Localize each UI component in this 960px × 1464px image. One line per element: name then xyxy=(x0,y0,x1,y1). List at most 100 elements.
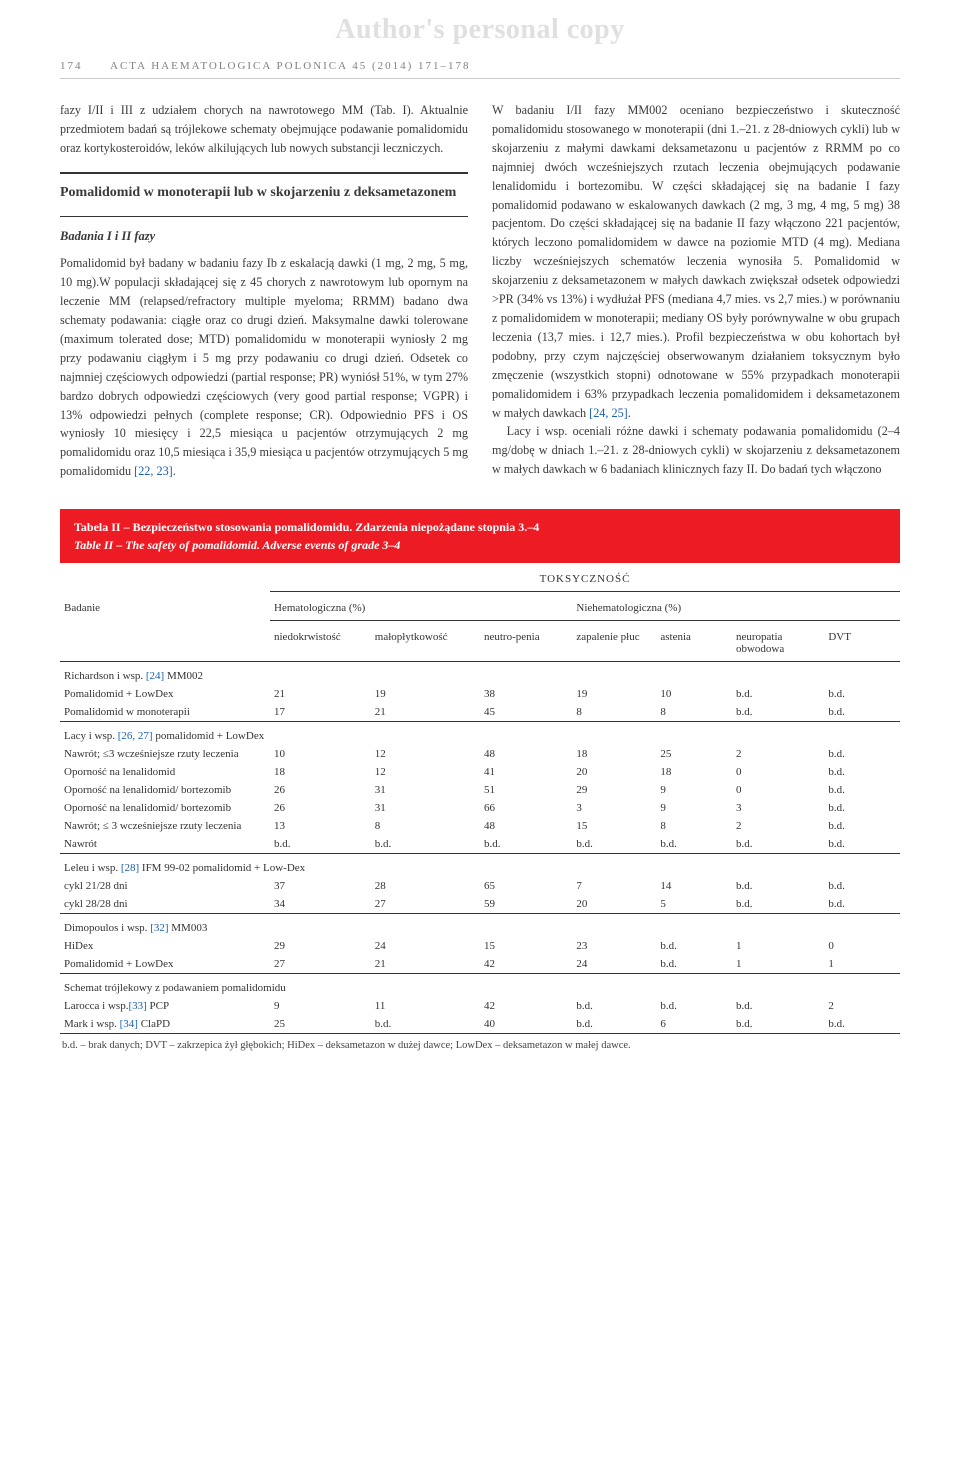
cell-value: b.d. xyxy=(732,1015,824,1033)
citation-ref[interactable]: [28] xyxy=(121,862,139,874)
citation-ref[interactable]: [26, 27] xyxy=(118,730,153,742)
row-label: Pomalidomid + LowDex xyxy=(60,955,270,974)
col-anemia: niedokrwistość xyxy=(270,621,371,662)
citation-ref[interactable]: [34] xyxy=(120,1018,138,1030)
citation-ref[interactable]: [32] xyxy=(150,922,168,934)
cell-value: 1 xyxy=(824,955,900,974)
citation-ref[interactable]: [24, 25] xyxy=(589,406,628,420)
section-title: Pomalidomid w monoterapii lub w skojarze… xyxy=(60,184,468,202)
cell-value: 9 xyxy=(656,781,732,799)
cell-value: 19 xyxy=(371,685,480,703)
cell-value: 31 xyxy=(371,799,480,817)
row-label: cykl 28/28 dni xyxy=(60,895,270,914)
cell-value: 1 xyxy=(732,955,824,974)
col-neutropenia: neutro-penia xyxy=(480,621,572,662)
table-row: Pomalidomid + LowDex2119381910b.d.b.d. xyxy=(60,685,900,703)
table-row: Oporność na lenalidomid/ bortezomib26315… xyxy=(60,781,900,799)
cell-value: 10 xyxy=(656,685,732,703)
cell-value: 27 xyxy=(371,895,480,914)
cell-value: b.d. xyxy=(824,763,900,781)
study-group-label: Leleu i wsp. [28] IFM 99-02 pomalidomid … xyxy=(60,854,900,877)
cell-value: 65 xyxy=(480,877,572,895)
cell-value: 1 xyxy=(732,937,824,955)
body-text: Pomalidomid był badany w badaniu fazy Ib… xyxy=(60,256,468,478)
table-row: Mark i wsp. [34] ClaPD25b.d.40b.d.6b.d.b… xyxy=(60,1015,900,1033)
cell-value: 8 xyxy=(572,703,656,722)
table-row: cykl 21/28 dni372865714b.d.b.d. xyxy=(60,877,900,895)
cell-value: b.d. xyxy=(572,835,656,854)
cell-value: b.d. xyxy=(824,817,900,835)
table-row: Pomalidomid + LowDex27214224b.d.11 xyxy=(60,955,900,974)
cell-value: 11 xyxy=(371,997,480,1015)
row-label: HiDex xyxy=(60,937,270,955)
cell-value: 15 xyxy=(480,937,572,955)
page-number: 174 xyxy=(60,60,110,72)
cell-value: 8 xyxy=(656,703,732,722)
table-title-bar: Tabela II – Bezpieczeństwo stosowania po… xyxy=(60,509,900,563)
citation-ref[interactable]: [24] xyxy=(146,670,164,682)
cell-value: b.d. xyxy=(656,835,732,854)
cell-value: 27 xyxy=(270,955,371,974)
subheading: Badania I i II fazy xyxy=(60,227,468,246)
cell-value: 26 xyxy=(270,799,371,817)
cell-value: 38 xyxy=(480,685,572,703)
row-label: Pomalidomid w monoterapii xyxy=(60,703,270,722)
table-row: Nawrót; ≤ 3 wcześniejsze rzuty leczenia1… xyxy=(60,817,900,835)
cell-value: 40 xyxy=(480,1015,572,1033)
cell-value: 59 xyxy=(480,895,572,914)
cell-value: 8 xyxy=(371,817,480,835)
body-text: . xyxy=(628,406,631,420)
cell-value: 19 xyxy=(572,685,656,703)
cell-value: b.d. xyxy=(732,685,824,703)
citation-ref[interactable]: [22, 23] xyxy=(134,464,173,478)
study-group-label: Dimopoulos i wsp. [32] MM003 xyxy=(60,914,900,937)
cell-value: b.d. xyxy=(732,895,824,914)
cell-value: b.d. xyxy=(656,997,732,1015)
row-label: Nawrót; ≤3 wcześniejsze rzuty leczenia xyxy=(60,745,270,763)
cell-value: 26 xyxy=(270,781,371,799)
cell-value: 14 xyxy=(656,877,732,895)
cell-value: 66 xyxy=(480,799,572,817)
cell-value: 41 xyxy=(480,763,572,781)
cell-value: b.d. xyxy=(732,835,824,854)
table-footnote: b.d. – brak danych; DVT – zakrzepica żył… xyxy=(60,1033,900,1051)
table-row: Oporność na lenalidomid18124120180b.d. xyxy=(60,763,900,781)
cell-value: 25 xyxy=(270,1015,371,1033)
body-text: W badaniu I/II fazy MM002 oceniano bezpi… xyxy=(492,103,900,420)
cell-value: 2 xyxy=(732,745,824,763)
cell-value: 42 xyxy=(480,955,572,974)
cell-value: 18 xyxy=(572,745,656,763)
col-toxicity: TOKSYCZNOŚĆ xyxy=(270,563,900,592)
cell-value: 9 xyxy=(656,799,732,817)
cell-value: 20 xyxy=(572,895,656,914)
cell-value: b.d. xyxy=(656,937,732,955)
cell-value: 37 xyxy=(270,877,371,895)
cell-value: b.d. xyxy=(824,685,900,703)
cell-value: 45 xyxy=(480,703,572,722)
cell-value: b.d. xyxy=(732,997,824,1015)
study-group-label: Richardson i wsp. [24] MM002 xyxy=(60,662,900,686)
cell-value: 3 xyxy=(572,799,656,817)
col-thrombocytopenia: małopłytkowość xyxy=(371,621,480,662)
cell-value: b.d. xyxy=(824,877,900,895)
cell-value: 34 xyxy=(270,895,371,914)
right-column: W badaniu I/II fazy MM002 oceniano bezpi… xyxy=(492,101,900,481)
cell-value: 15 xyxy=(572,817,656,835)
cell-value: 18 xyxy=(656,763,732,781)
col-nonhematologic: Niehematologiczna (%) xyxy=(572,592,900,621)
table-row: Oporność na lenalidomid/ bortezomib26316… xyxy=(60,799,900,817)
cell-value: b.d. xyxy=(824,895,900,914)
safety-table-block: Tabela II – Bezpieczeństwo stosowania po… xyxy=(0,509,960,1075)
cell-value: 12 xyxy=(371,745,480,763)
section-rule xyxy=(60,172,468,174)
paragraph: Pomalidomid był badany w badaniu fazy Ib… xyxy=(60,254,468,481)
paragraph: fazy I/II i III z udziałem chorych na na… xyxy=(60,101,468,158)
cell-value: 10 xyxy=(270,745,371,763)
table-row: cykl 28/28 dni342759205b.d.b.d. xyxy=(60,895,900,914)
cell-value: 21 xyxy=(270,685,371,703)
table-row: Nawrótb.d.b.d.b.d.b.d.b.d.b.d.b.d. xyxy=(60,835,900,854)
row-label: cykl 21/28 dni xyxy=(60,877,270,895)
cell-value: 5 xyxy=(656,895,732,914)
citation-ref[interactable]: [33] xyxy=(128,1000,146,1012)
cell-value: b.d. xyxy=(371,835,480,854)
